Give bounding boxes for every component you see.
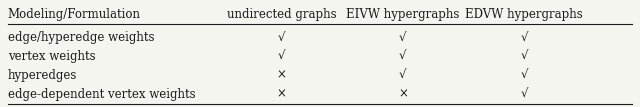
Text: vertex weights: vertex weights — [8, 50, 95, 63]
Text: ×: × — [277, 88, 287, 101]
Text: √: √ — [520, 50, 527, 63]
Text: √: √ — [399, 50, 406, 63]
Text: edge/hyperedge weights: edge/hyperedge weights — [8, 31, 154, 44]
Text: √: √ — [520, 69, 527, 82]
Text: √: √ — [399, 31, 406, 44]
Text: ×: × — [398, 88, 408, 101]
Text: √: √ — [520, 31, 527, 44]
Text: hyperedges: hyperedges — [8, 69, 77, 82]
Text: ×: × — [277, 69, 287, 82]
Text: √: √ — [399, 69, 406, 82]
Text: √: √ — [278, 31, 285, 44]
Text: √: √ — [520, 88, 527, 101]
Text: √: √ — [278, 50, 285, 63]
Text: edge-dependent vertex weights: edge-dependent vertex weights — [8, 88, 195, 101]
Text: EIVW hypergraphs: EIVW hypergraphs — [346, 8, 460, 21]
Text: undirected graphs: undirected graphs — [227, 8, 337, 21]
Text: EDVW hypergraphs: EDVW hypergraphs — [465, 8, 583, 21]
Text: Modeling/Formulation: Modeling/Formulation — [8, 8, 141, 21]
